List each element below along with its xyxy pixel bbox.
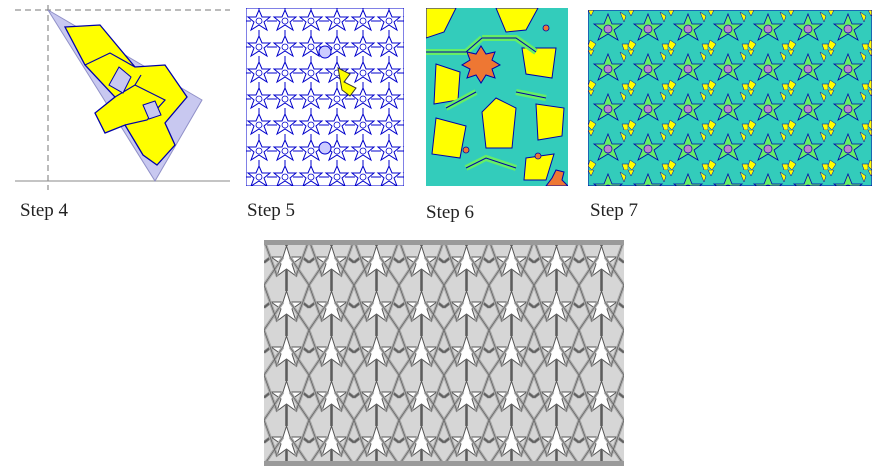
step7-diagram bbox=[588, 10, 872, 186]
step5-caption: Step 5 bbox=[247, 200, 296, 221]
step5-diagram bbox=[246, 8, 404, 186]
step4-caption: Step 4 bbox=[20, 200, 69, 221]
step7-caption: Step 7 bbox=[590, 200, 639, 221]
final-interlace-diagram bbox=[264, 240, 624, 466]
step4-diagram bbox=[15, 5, 230, 190]
step6-diagram bbox=[426, 8, 568, 186]
step6-caption: Step 6 bbox=[426, 202, 475, 223]
